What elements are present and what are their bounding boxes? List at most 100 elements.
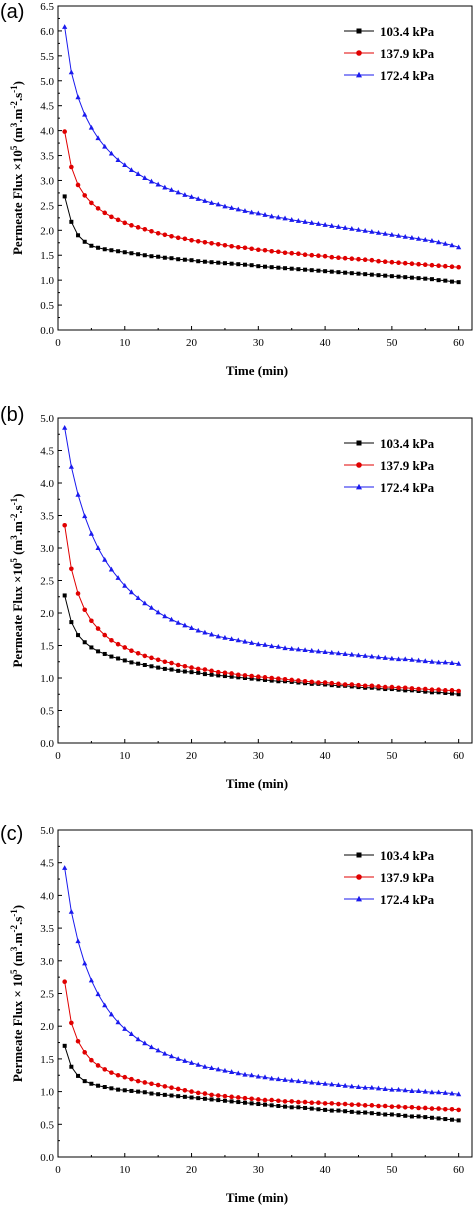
data-point xyxy=(169,660,174,666)
data-point xyxy=(389,259,395,265)
data-point xyxy=(209,240,214,246)
data-point xyxy=(209,668,214,674)
data-point xyxy=(102,247,107,252)
data-point xyxy=(422,686,428,692)
data-point xyxy=(62,194,67,199)
data-point xyxy=(122,645,128,650)
data-point xyxy=(102,556,108,562)
data-point xyxy=(215,633,221,639)
y-tick-label: 6.0 xyxy=(40,26,54,38)
panel-label: (a) xyxy=(0,1,24,23)
data-point xyxy=(416,276,421,281)
data-point xyxy=(275,1076,281,1082)
data-point xyxy=(449,242,455,248)
data-point xyxy=(355,1084,362,1090)
data-point xyxy=(402,1104,408,1110)
data-point xyxy=(116,656,121,661)
data-point xyxy=(208,200,215,205)
data-point xyxy=(289,645,295,651)
data-point xyxy=(402,685,408,691)
y-tick-label: 1.0 xyxy=(40,1087,54,1099)
data-point xyxy=(423,276,428,281)
data-point xyxy=(135,651,141,656)
data-point xyxy=(256,677,261,682)
data-point xyxy=(168,187,175,192)
data-point xyxy=(82,607,88,613)
x-tick-label: 50 xyxy=(386,750,398,762)
data-point xyxy=(329,1081,335,1087)
data-point xyxy=(329,223,335,228)
legend-label: 137.9 kPa xyxy=(380,870,435,885)
data-point xyxy=(442,659,448,665)
data-point xyxy=(122,220,128,226)
data-point xyxy=(442,1090,448,1095)
data-point xyxy=(396,685,401,691)
data-point xyxy=(229,1069,235,1074)
legend-label: 137.9 kPa xyxy=(380,46,435,61)
data-point xyxy=(189,237,194,243)
data-point xyxy=(128,589,135,595)
data-point xyxy=(122,162,128,168)
data-point xyxy=(129,1076,134,1082)
data-point xyxy=(449,1090,455,1096)
data-point xyxy=(222,1067,228,1073)
legend-label: 103.4 kPa xyxy=(380,24,435,39)
data-point xyxy=(142,227,148,232)
x-tick-label: 20 xyxy=(186,1164,198,1176)
data-point xyxy=(116,249,121,254)
data-point xyxy=(329,269,334,274)
data-point xyxy=(436,690,441,695)
y-tick-label: 2.5 xyxy=(40,989,54,1001)
panel-label: (c) xyxy=(0,823,23,845)
data-point xyxy=(416,1114,421,1119)
data-point xyxy=(249,1072,255,1078)
data-point xyxy=(355,652,362,658)
data-point xyxy=(262,212,268,217)
data-point xyxy=(335,224,342,229)
data-point xyxy=(235,206,241,212)
data-point xyxy=(262,247,268,253)
data-point xyxy=(429,237,435,243)
data-point xyxy=(269,675,274,681)
data-point xyxy=(236,262,241,267)
data-point xyxy=(282,250,288,256)
data-point xyxy=(255,1073,261,1079)
y-axis-title-superscript: 5 xyxy=(9,558,19,563)
x-tick-label: 40 xyxy=(320,1164,332,1176)
data-point xyxy=(182,622,188,628)
y-tick-label: 2.5 xyxy=(40,576,54,588)
x-tick-label: 20 xyxy=(186,750,198,762)
y-axis-title-part: Permeate Flux ×10 xyxy=(10,563,25,668)
data-point xyxy=(195,627,201,633)
data-point xyxy=(195,1090,201,1096)
data-point xyxy=(69,620,74,625)
data-point xyxy=(135,595,141,601)
data-point xyxy=(409,1088,415,1093)
data-point xyxy=(236,675,241,680)
data-point xyxy=(122,582,128,588)
data-point xyxy=(142,175,148,180)
data-point xyxy=(76,1073,81,1078)
data-point xyxy=(276,1098,281,1104)
y-tick-label: 3.0 xyxy=(40,543,54,555)
data-point xyxy=(295,646,301,652)
y-axis-title-superscript: -1 xyxy=(9,85,19,93)
data-point xyxy=(322,649,328,654)
data-point xyxy=(443,278,448,283)
y-axis-title-part: .s xyxy=(10,505,25,513)
data-point xyxy=(136,252,141,257)
data-point xyxy=(176,1094,181,1099)
data-point xyxy=(369,653,375,659)
data-point xyxy=(76,633,81,638)
data-point xyxy=(82,1079,87,1084)
data-point xyxy=(275,644,281,649)
y-tick-label: 5.5 xyxy=(40,51,54,63)
chart-panel: (a) 0.0 0.5 1.0 1.5 2.0 2.5 3.0 3.5 4.0 4.5 5.0 5.5 6… xyxy=(0,1,473,378)
y-axis-title-superscript: -2 xyxy=(9,513,19,521)
data-point xyxy=(135,1078,141,1084)
legend-marker xyxy=(356,71,362,78)
data-point xyxy=(235,672,241,678)
data-point xyxy=(82,640,87,645)
x-axis-title: Time (min) xyxy=(226,363,288,378)
data-point xyxy=(196,259,201,264)
